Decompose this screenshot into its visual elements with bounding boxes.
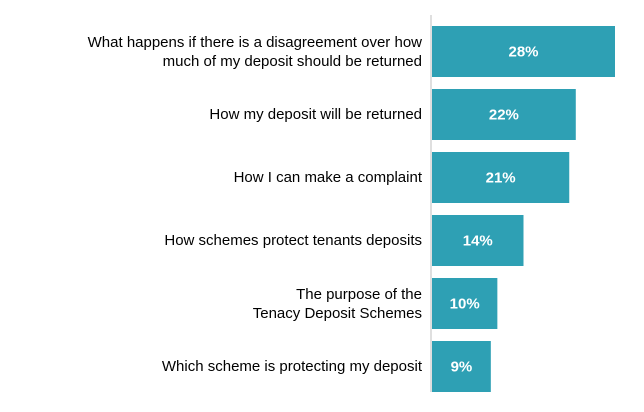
bar xyxy=(432,341,491,392)
category-label: What happens if there is a disagreement … xyxy=(22,33,422,71)
category-label-line: How schemes protect tenants deposits xyxy=(164,232,422,249)
category-label-line: Tenacy Deposit Schemes xyxy=(252,304,422,322)
category-label-line: How I can make a complaint xyxy=(233,169,422,186)
bar xyxy=(432,215,524,266)
bar-value-label: 22% xyxy=(489,107,519,124)
category-label-line: The purpose of the xyxy=(296,285,422,303)
category-label-line: much of my deposit should be returned xyxy=(162,52,422,70)
bar xyxy=(432,152,570,203)
bar-value-label: 14% xyxy=(463,233,493,250)
category-label-line: Which scheme is protecting my deposit xyxy=(161,358,422,375)
category-label: The purpose of the Tenacy Deposit Schemes xyxy=(22,285,422,323)
category-label: Which scheme is protecting my deposit xyxy=(22,357,422,376)
category-label: How schemes protect tenants deposits xyxy=(22,231,422,250)
category-label: How I can make a complaint xyxy=(22,168,422,187)
bar-value-label: 28% xyxy=(508,44,538,61)
category-label-line: How my deposit will be returned xyxy=(209,106,422,123)
bar xyxy=(432,26,615,77)
category-label-line: What happens if there is a disagreement … xyxy=(87,33,422,51)
bar-value-label: 9% xyxy=(451,359,473,376)
bar-value-label: 10% xyxy=(450,296,480,313)
bar xyxy=(432,89,576,140)
bar-value-label: 21% xyxy=(486,170,516,187)
category-label: How my deposit will be returned xyxy=(22,105,422,124)
bar xyxy=(432,278,498,329)
